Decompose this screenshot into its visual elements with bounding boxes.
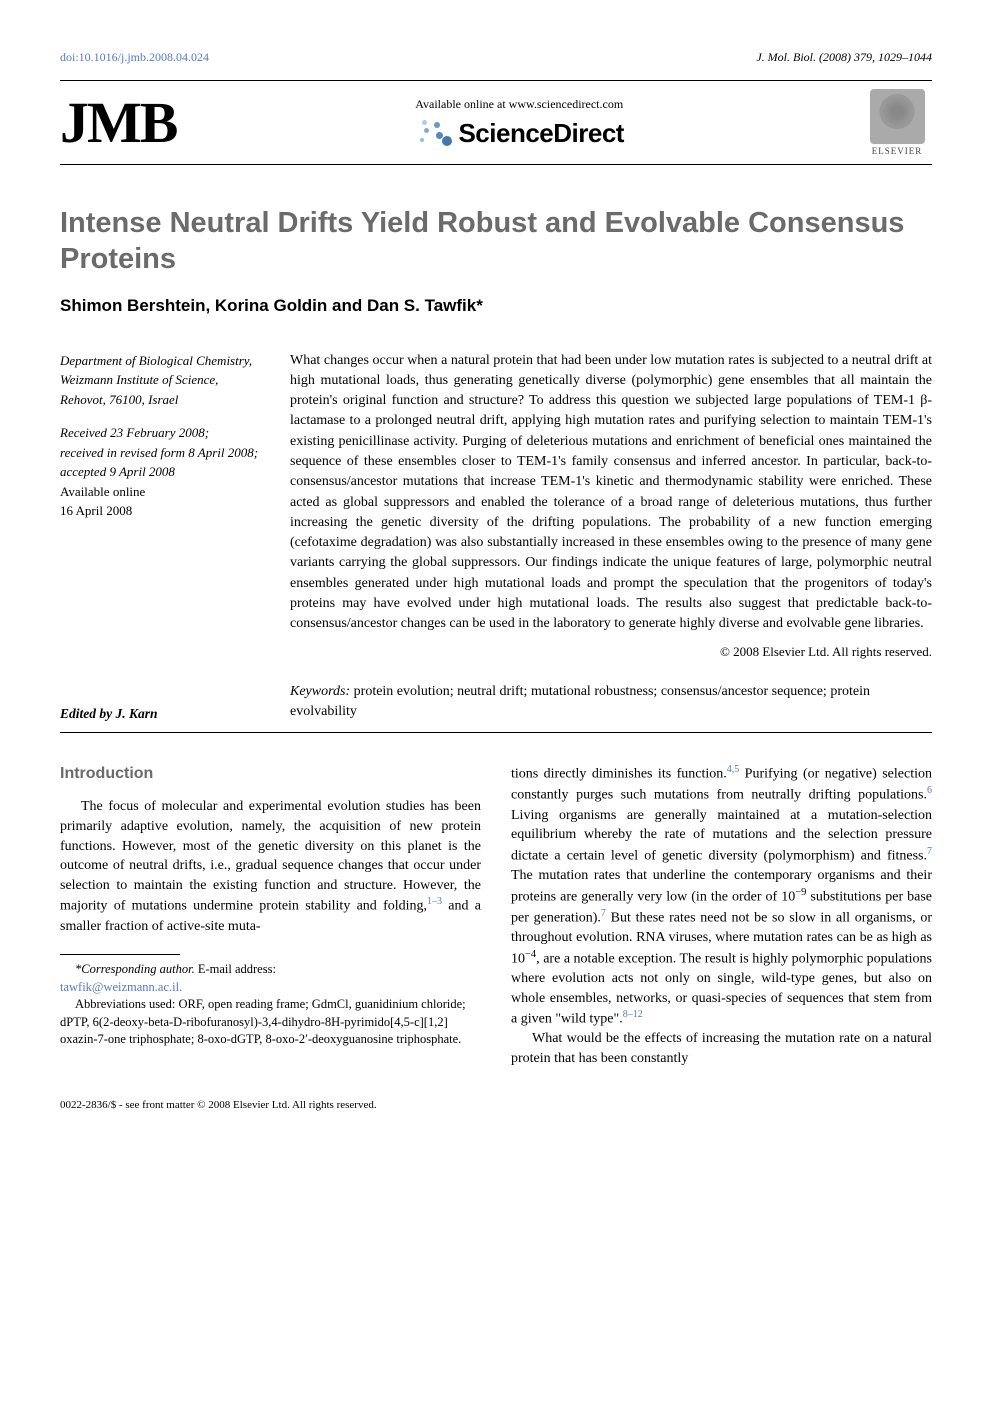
ref-1-3[interactable]: 1–3	[427, 896, 442, 907]
elsevier-label: ELSEVIER	[872, 146, 923, 156]
affiliation: Department of Biological Chemistry, Weiz…	[60, 351, 260, 410]
elsevier-logo: ELSEVIER	[862, 89, 932, 156]
date-received: Received 23 February 2008;	[60, 423, 260, 443]
date-online-label: Available online	[60, 482, 260, 502]
intro-p1a: The focus of molecular and experimental …	[60, 799, 481, 914]
date-revised: received in revised form 8 April 2008;	[60, 443, 260, 463]
ref-4-5[interactable]: 4,5	[727, 764, 740, 775]
edited-by: Edited by J. Karn	[60, 682, 260, 723]
ref-6[interactable]: 6	[927, 785, 932, 796]
intro-heading: Introduction	[60, 763, 481, 785]
exp-neg4: −4	[525, 949, 536, 960]
intro-para-2: tions directly diminishes its function.4…	[511, 763, 932, 1029]
keywords-text: protein evolution; neutral drift; mutati…	[290, 684, 870, 719]
body-col-right: tions directly diminishes its function.4…	[511, 763, 932, 1069]
journal-citation: J. Mol. Biol. (2008) 379, 1029–1044	[756, 50, 932, 65]
footnote-email[interactable]: tawfik@weizmann.ac.il.	[60, 979, 481, 997]
footnote-abbreviations: Abbreviations used: ORF, open reading fr…	[60, 996, 481, 1049]
meta-column: Department of Biological Chemistry, Weiz…	[60, 351, 260, 662]
header-center: Available online at www.sciencedirect.co…	[176, 97, 862, 149]
ref-8-12[interactable]: 8–12	[623, 1009, 643, 1020]
dates-block: Received 23 February 2008; received in r…	[60, 423, 260, 521]
intro-para-1: The focus of molecular and experimental …	[60, 797, 481, 936]
authors-line: Shimon Bershtein, Korina Goldin and Dan …	[60, 296, 932, 316]
section-divider	[60, 732, 932, 733]
body-columns: Introduction The focus of molecular and …	[60, 763, 932, 1069]
footnote-email-label: E-mail address:	[195, 962, 276, 976]
footnote-corresponding: *Corresponding author. E-mail address: t…	[60, 961, 481, 996]
intro-para-3: What would be the effects of increasing …	[511, 1029, 932, 1068]
sciencedirect-dots-icon	[414, 118, 452, 148]
exp-neg9: −9	[795, 887, 806, 898]
sciencedirect-text: ScienceDirect	[458, 118, 623, 149]
journal-header-bar: JMB Available online at www.sciencedirec…	[60, 80, 932, 165]
abstract-column: What changes occur when a natural protei…	[290, 351, 932, 662]
keywords-block: Keywords: protein evolution; neutral dri…	[290, 682, 932, 723]
footnote-corr-label: *Corresponding author.	[75, 962, 195, 976]
keywords-row: Edited by J. Karn Keywords: protein evol…	[60, 682, 932, 723]
bottom-copyright-line: 0022-2836/$ - see front matter © 2008 El…	[60, 1099, 932, 1111]
date-accepted: accepted 9 April 2008	[60, 462, 260, 482]
elsevier-tree-icon	[870, 89, 925, 144]
body-col-left: Introduction The focus of molecular and …	[60, 763, 481, 1069]
meta-abstract-row: Department of Biological Chemistry, Weiz…	[60, 351, 932, 662]
article-title: Intense Neutral Drifts Yield Robust and …	[60, 205, 932, 278]
available-online-text: Available online at www.sciencedirect.co…	[415, 97, 623, 112]
sciencedirect-logo: ScienceDirect	[414, 118, 623, 149]
intro-p2c: Living organisms are generally maintaine…	[511, 808, 932, 864]
ref-7a[interactable]: 7	[927, 846, 932, 857]
doi-citation-row: doi:10.1016/j.jmb.2008.04.024 J. Mol. Bi…	[60, 50, 932, 65]
intro-p2a: tions directly diminishes its function.	[511, 767, 727, 782]
footnote-rule	[60, 954, 180, 955]
jmb-logo: JMB	[60, 89, 176, 156]
intro-p2g: , are a notable exception. The result is…	[511, 951, 932, 1026]
doi-link[interactable]: doi:10.1016/j.jmb.2008.04.024	[60, 50, 209, 65]
abstract-text: What changes occur when a natural protei…	[290, 351, 932, 635]
keywords-label: Keywords:	[290, 684, 350, 699]
abstract-copyright: © 2008 Elsevier Ltd. All rights reserved…	[290, 643, 932, 662]
date-online: 16 April 2008	[60, 501, 260, 521]
